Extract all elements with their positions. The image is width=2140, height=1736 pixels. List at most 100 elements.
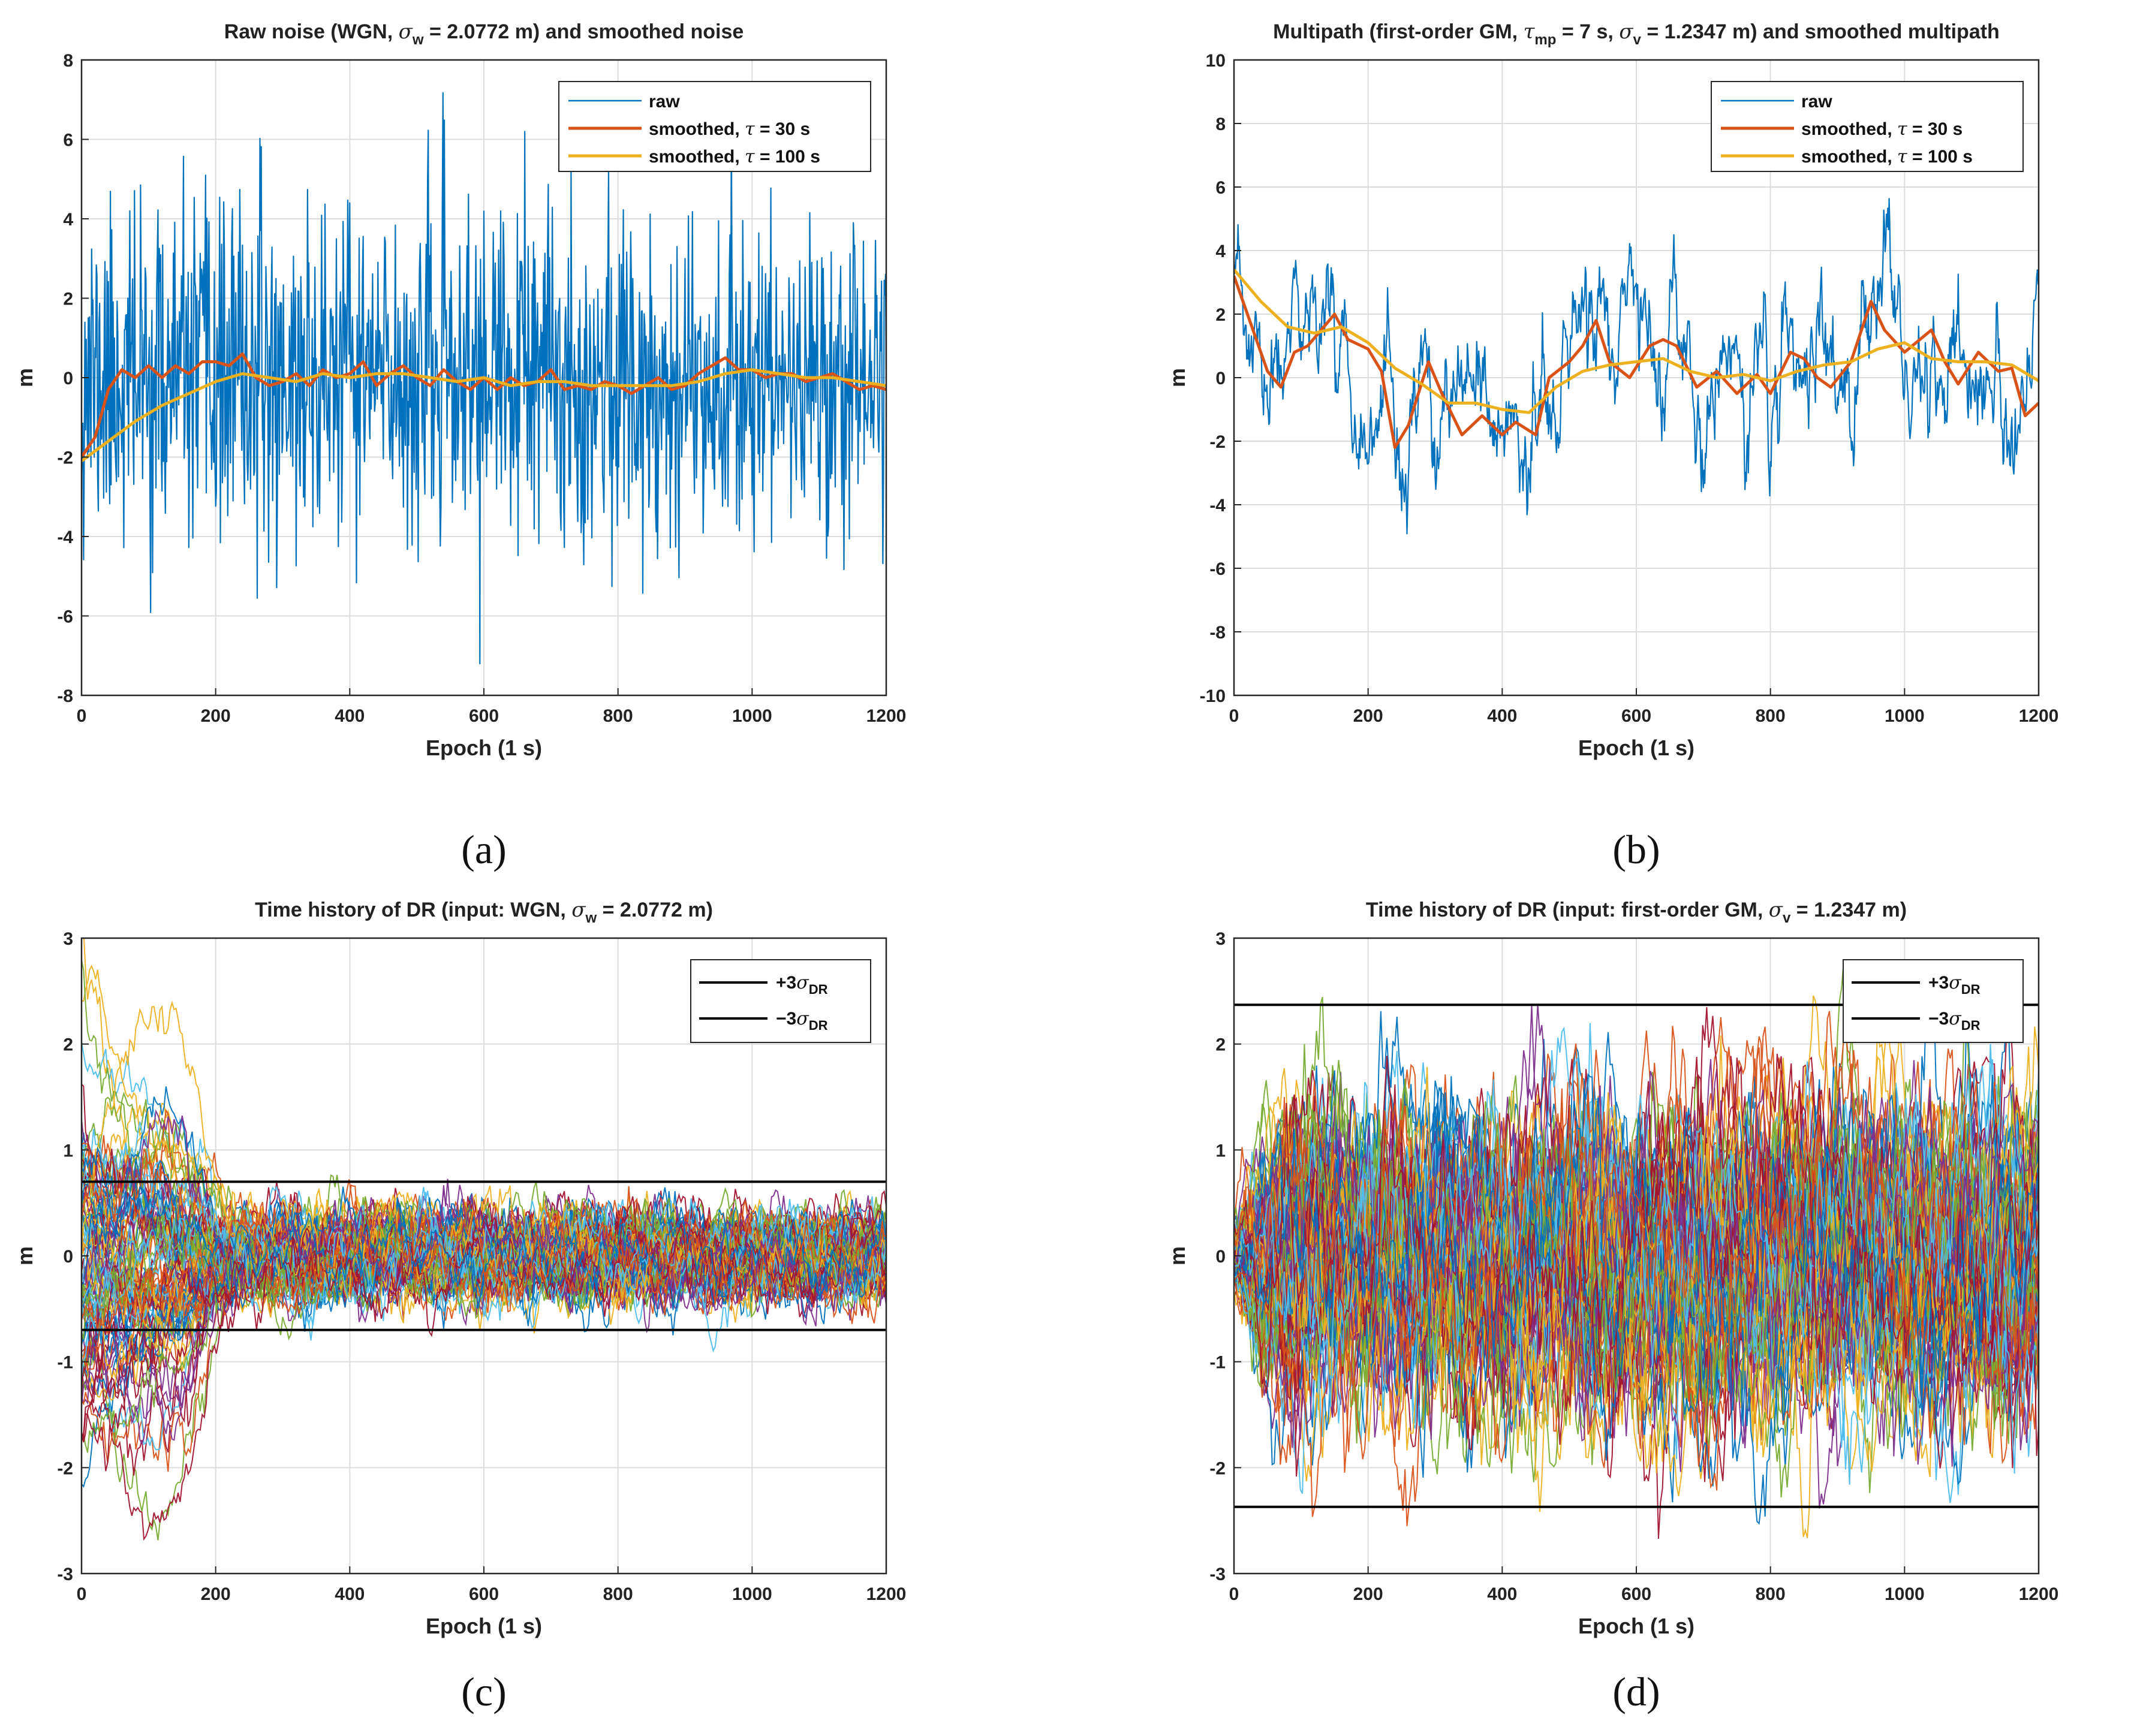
y-tick-label: 0: [1215, 369, 1226, 388]
ensemble-run-line: [1234, 1011, 2039, 1460]
legend-text-part: +3: [1928, 973, 1949, 993]
ensemble-run-line: [82, 1146, 886, 1309]
y-tick-label: -6: [57, 607, 73, 627]
legend-label: smoothed, τ = 30 s: [1801, 119, 1963, 140]
title-subscript: v: [1633, 32, 1642, 48]
y-tick-label: 0: [1215, 1247, 1226, 1267]
legend-symbol: τ: [745, 146, 755, 167]
chart-title: Multipath (first-order GM, τmp = 7 s, σv…: [1273, 20, 2000, 48]
legend-symbol: τ: [1897, 146, 1907, 167]
ensemble-run-line: [82, 1196, 886, 1443]
y-tick-label: 1: [63, 1141, 73, 1161]
y-tick-label: -2: [57, 1458, 73, 1478]
y-tick-label: -4: [1209, 496, 1226, 516]
chart-title: Time history of DR (input: WGN, σw = 2.0…: [255, 898, 713, 926]
legend-subscript: DR: [809, 1018, 828, 1033]
plot-data: [82, 92, 886, 665]
title-text: = 1.2347 m): [1790, 899, 1907, 921]
legend-label: −3σDR: [1928, 1008, 1981, 1033]
y-tick-label: 2: [1215, 1035, 1226, 1055]
x-tick-label: 0: [77, 706, 87, 726]
x-tick-label: 800: [603, 706, 633, 726]
x-tick-label: 1000: [1885, 1584, 1925, 1604]
series-line-smoothed-100-s: [82, 368, 886, 463]
y-tick-label: 3: [63, 929, 73, 949]
x-axis-label: Epoch (1 s): [426, 1614, 542, 1638]
x-tick-label: 600: [1621, 1584, 1651, 1604]
series-line-smoothed-100-s: [1234, 269, 2039, 414]
x-tick-label: 1000: [1885, 706, 1925, 726]
title-text: Time history of DR (input: first-order G…: [1366, 899, 1769, 921]
legend-box: [1843, 959, 2024, 1043]
legend-text-part: +3: [776, 973, 796, 993]
legend-text-part: raw: [1801, 92, 1832, 111]
y-tick-label: 4: [63, 210, 73, 230]
title-symbol: τ: [1524, 20, 1536, 44]
x-tick-label: 1200: [2019, 706, 2059, 726]
y-tick-label: -2: [1209, 432, 1226, 452]
y-tick-label: -3: [57, 1565, 73, 1584]
legend-text-part: = 30 s: [1907, 119, 1963, 139]
ensemble-run-line: [82, 1109, 886, 1407]
x-tick-label: 400: [1487, 706, 1517, 726]
x-tick-label: 0: [1229, 1584, 1239, 1604]
title-text: Multipath (first-order GM,: [1273, 20, 1523, 43]
ensemble-run-line: [1234, 1073, 2039, 1401]
y-tick-label: 4: [1215, 242, 1226, 261]
title-symbol: σ: [399, 20, 413, 44]
chart-panel-b: 0 200 400 600 800 1000 1200 -10 -8 -6 -4 -2 0 2 4 6 8 10 E…: [1165, 20, 2058, 872]
ensemble-run-line: [1234, 1056, 2039, 1445]
legend-label: smoothed, τ = 30 s: [649, 119, 810, 140]
x-tick-label: 0: [1229, 706, 1239, 726]
legend-symbol: σ: [796, 1008, 809, 1029]
plot-data: [1234, 198, 2039, 535]
legend-symbol: τ: [1897, 119, 1907, 140]
x-tick-label: 600: [1621, 706, 1651, 726]
x-tick-label: 600: [469, 706, 499, 726]
legend-text-part: smoothed,: [1801, 147, 1897, 167]
legend-label: +3σDR: [1928, 972, 1981, 997]
x-tick-label: 800: [1756, 706, 1786, 726]
series-line-smoothed-30-s: [1234, 275, 2039, 450]
y-tick-label: -2: [1209, 1458, 1226, 1478]
x-tick-label: 400: [335, 706, 365, 726]
y-tick-label: -2: [57, 448, 73, 468]
ensemble-run-line: [82, 1195, 886, 1378]
legend-label: raw: [1801, 92, 1832, 111]
legend-label: smoothed, τ = 100 s: [649, 146, 820, 167]
legend-text-part: smoothed,: [649, 119, 745, 139]
x-tick-label: 800: [1756, 1584, 1786, 1604]
legend-subscript: DR: [1961, 982, 1981, 997]
panel-label-c: (c): [461, 1669, 506, 1714]
y-tick-label: 2: [63, 290, 73, 309]
legend-subscript: DR: [809, 982, 828, 997]
legend-symbol: σ: [1949, 1008, 1962, 1029]
legend-label: smoothed, τ = 100 s: [1801, 146, 1973, 167]
title-subscript: w: [585, 910, 597, 926]
legend-text-part: = 100 s: [1907, 147, 1973, 167]
legend: +3σDR −3σDR: [690, 959, 871, 1043]
legend-label: raw: [649, 92, 680, 111]
legend-text-part: −3: [776, 1009, 796, 1029]
x-tick-label: 1200: [866, 1584, 907, 1604]
legend-symbol: τ: [745, 119, 755, 140]
plot-data: [1234, 963, 2039, 1539]
x-tick-label: 400: [1487, 1584, 1517, 1604]
y-tick-label: -3: [1209, 1565, 1226, 1584]
legend-label: +3σDR: [776, 972, 828, 997]
y-tick-label: -1: [1209, 1353, 1226, 1373]
x-axis-label: Epoch (1 s): [1578, 736, 1694, 760]
y-tick-label: 6: [1215, 178, 1226, 198]
y-tick-label: 6: [63, 131, 73, 150]
legend-symbol: σ: [1949, 972, 1962, 993]
y-axis-label: m: [1165, 368, 1190, 387]
y-tick-label: 3: [1215, 929, 1226, 949]
y-axis-label: m: [1165, 1246, 1190, 1265]
chart-panel-c: 0 200 400 600 800 1000 1200 -3 -2 -1 0 1 2 3 Epoch (1 …: [13, 898, 906, 1714]
x-tick-label: 1200: [866, 706, 907, 726]
legend-text-part: smoothed,: [1801, 119, 1897, 139]
y-axis-label: m: [13, 1246, 37, 1265]
x-tick-label: 800: [603, 1584, 633, 1604]
title-text: = 1.2347 m) and smoothed multipath: [1641, 20, 2000, 43]
